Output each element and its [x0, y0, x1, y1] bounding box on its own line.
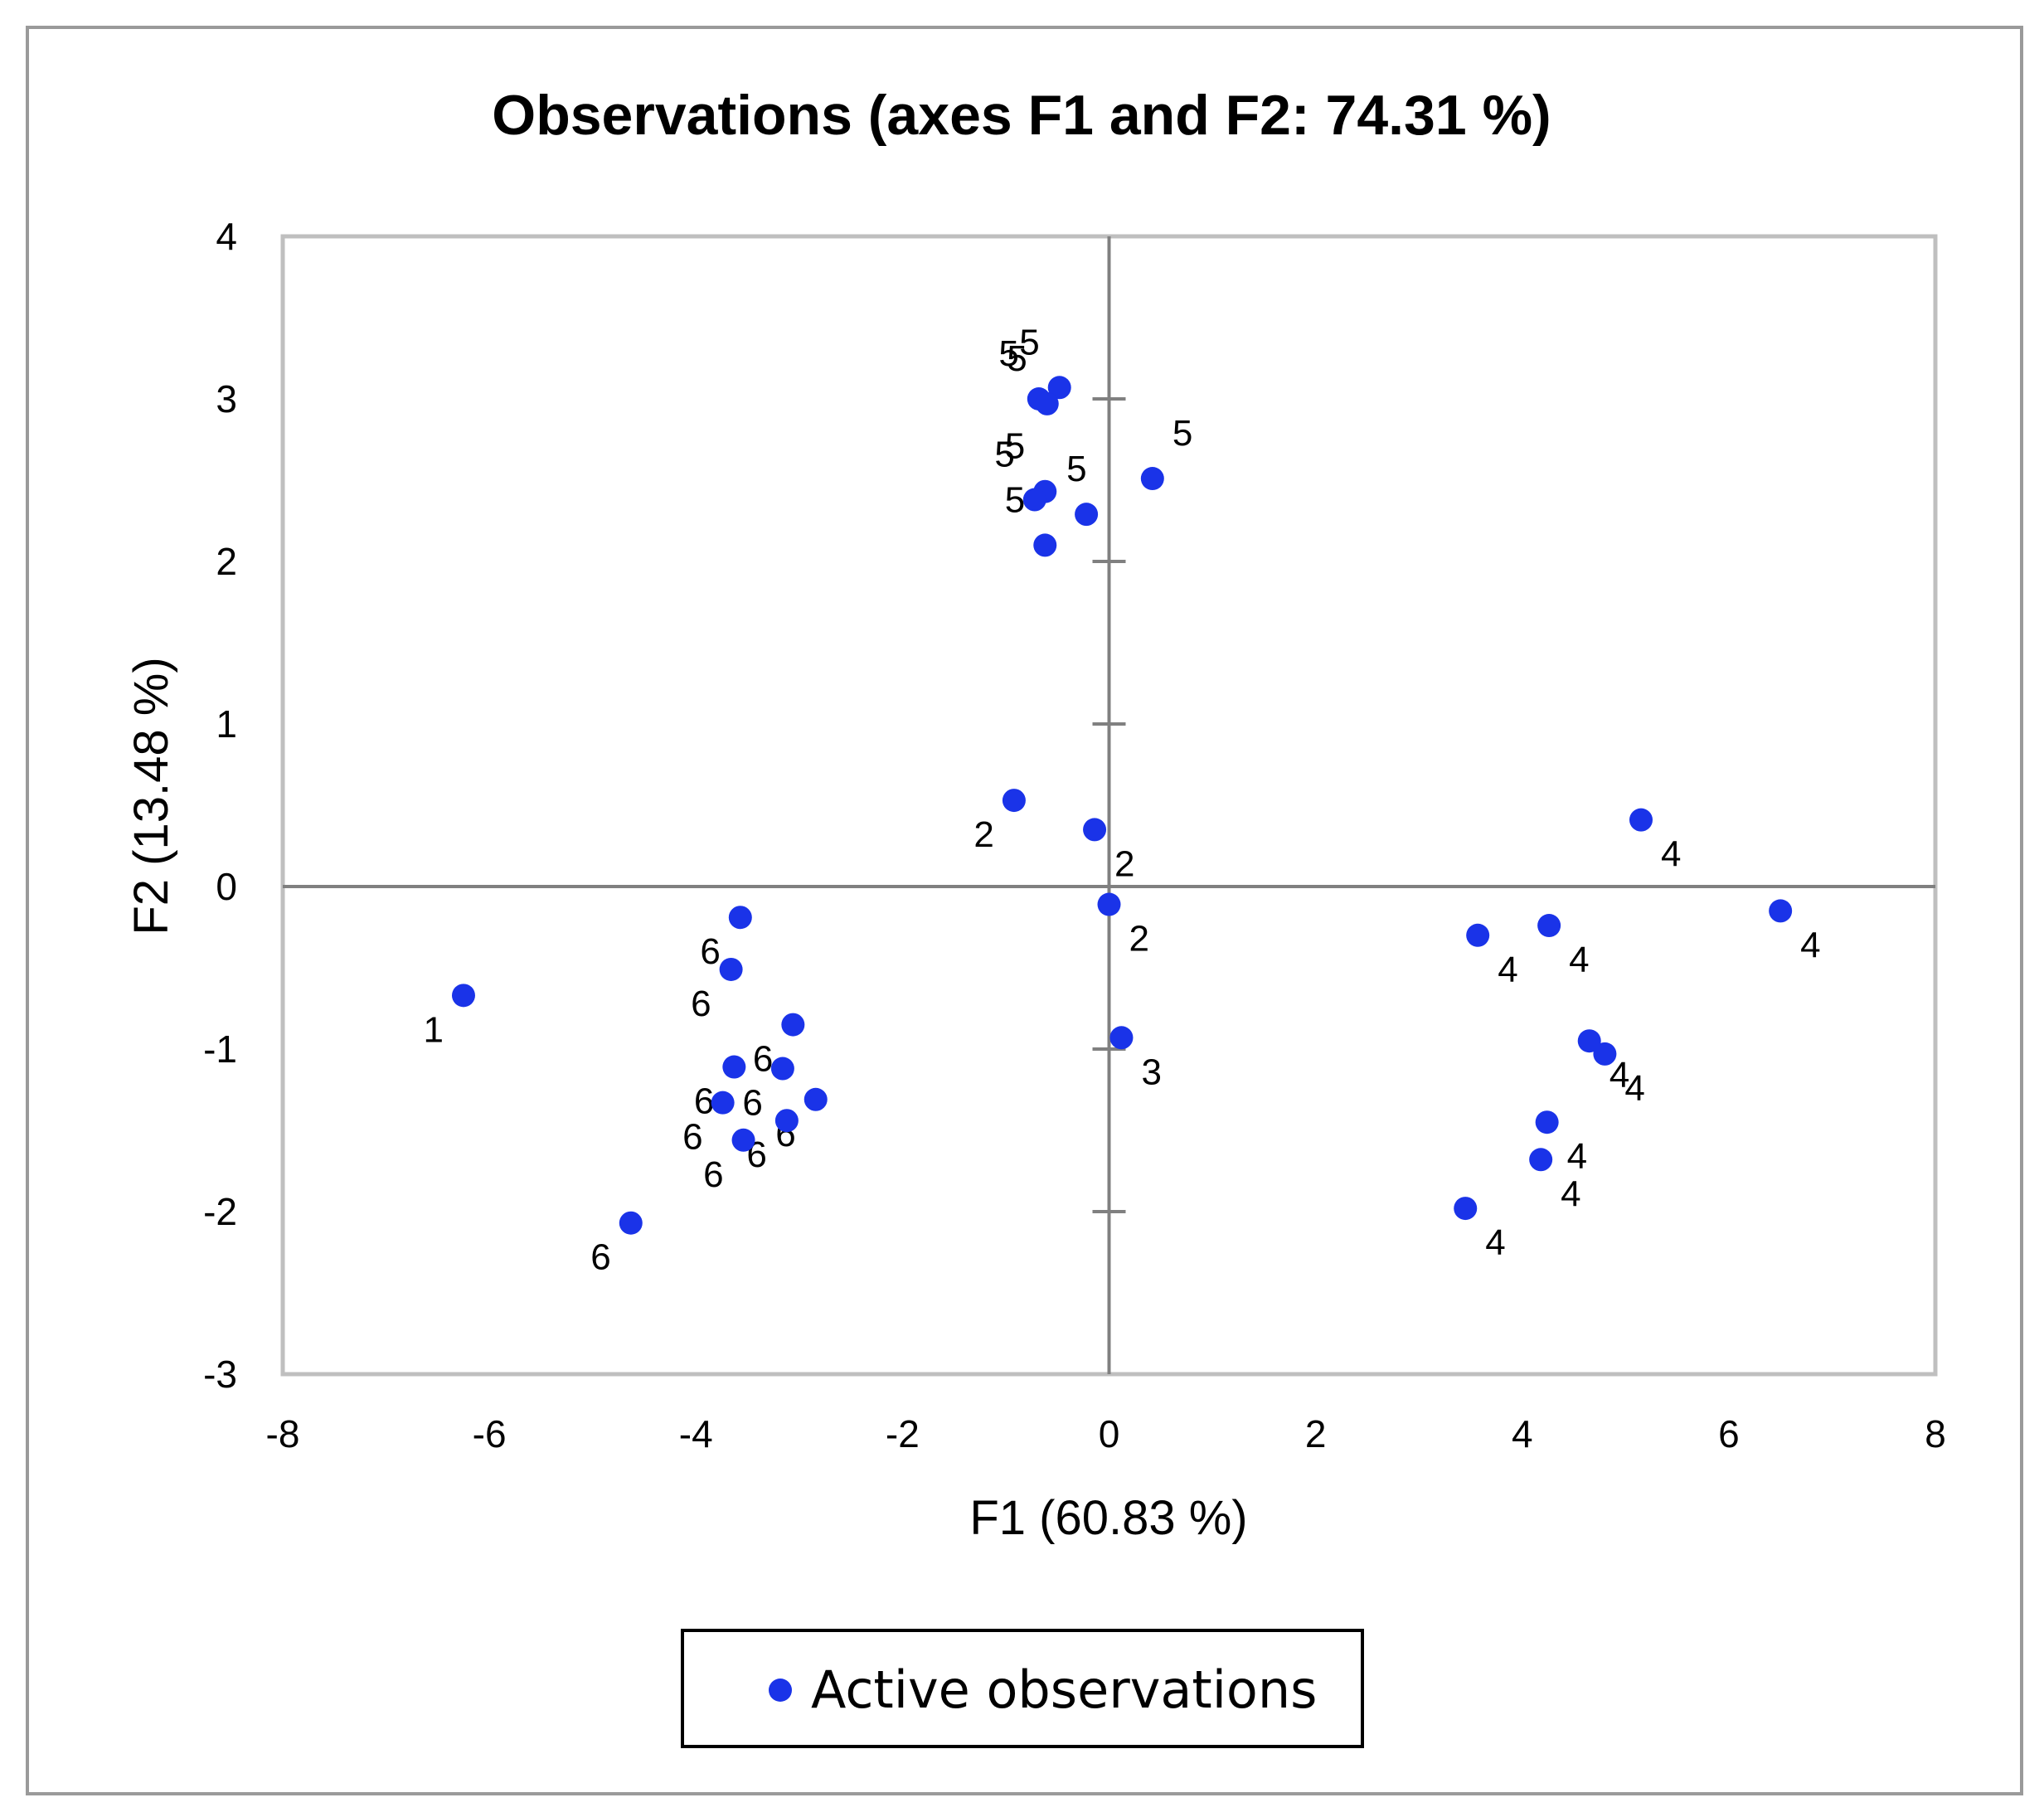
- data-point: [781, 1013, 805, 1037]
- y-tick-label: -1: [203, 1028, 237, 1071]
- point-label: 5: [1005, 479, 1025, 520]
- point-label: 6: [700, 931, 720, 972]
- data-point: [1109, 1026, 1134, 1050]
- legend-box: [681, 1629, 1364, 1748]
- data-point: [1140, 467, 1164, 491]
- data-point: [719, 957, 743, 981]
- point-label: 2: [1114, 843, 1134, 884]
- point-label: 5: [994, 435, 1014, 475]
- data-points: [451, 376, 1793, 1235]
- point-label: 5: [1005, 426, 1025, 467]
- y-tick-label: 4: [216, 215, 237, 258]
- point-label: 5: [998, 333, 1018, 374]
- y-tick-label: 1: [216, 702, 237, 746]
- point-label: 5: [1066, 449, 1086, 489]
- data-point: [1769, 899, 1793, 923]
- point-label: 5: [1019, 322, 1039, 362]
- point-label: 6: [703, 1154, 723, 1195]
- point-label: 6: [682, 1117, 702, 1158]
- x-tick-label: -2: [886, 1412, 920, 1455]
- point-label: 4: [1569, 940, 1589, 980]
- point-label: 1: [424, 1009, 444, 1050]
- data-point: [728, 906, 752, 930]
- data-point: [1097, 892, 1121, 916]
- point-label: 4: [1561, 1173, 1580, 1214]
- legend-label: Active observations: [811, 1659, 1317, 1720]
- data-point: [1047, 376, 1071, 400]
- x-tick-label: -8: [266, 1412, 300, 1455]
- data-point: [1033, 533, 1057, 557]
- point-label: 6: [691, 984, 711, 1024]
- data-point: [1537, 914, 1561, 938]
- data-point: [711, 1091, 735, 1115]
- point-label: 2: [1129, 919, 1149, 960]
- data-point: [722, 1055, 746, 1079]
- point-label: 6: [742, 1083, 762, 1124]
- x-axis-label: F1 (60.83 %): [969, 1491, 1247, 1545]
- data-point: [774, 1109, 799, 1133]
- point-label: 3: [1141, 1052, 1161, 1092]
- point-label: 4: [1498, 950, 1517, 990]
- y-tick-label: 0: [216, 865, 237, 908]
- data-point: [1035, 391, 1059, 415]
- x-tick-label: 8: [1925, 1412, 1946, 1455]
- point-label: 4: [1624, 1068, 1644, 1109]
- x-tick-label: -4: [679, 1412, 713, 1455]
- y-tick-label: -2: [203, 1190, 237, 1233]
- data-point: [1022, 488, 1046, 512]
- data-point: [1466, 923, 1490, 947]
- point-label: 4: [1661, 834, 1681, 875]
- x-tick-label: 4: [1512, 1412, 1533, 1455]
- point-label: 6: [753, 1039, 773, 1080]
- point-label: 6: [590, 1237, 610, 1278]
- point-label: 5: [1007, 338, 1027, 379]
- data-point: [1083, 818, 1107, 842]
- data-point: [1629, 808, 1653, 832]
- y-tick-label: 2: [216, 540, 237, 583]
- data-point: [804, 1087, 828, 1111]
- point-label: 5: [1173, 413, 1192, 454]
- legend-marker: [769, 1679, 792, 1702]
- chart-outer-border: [26, 26, 2023, 1795]
- x-tick-label: 0: [1099, 1412, 1120, 1455]
- x-tick-label: 2: [1305, 1412, 1327, 1455]
- data-point: [731, 1128, 755, 1152]
- data-point: [1075, 503, 1099, 527]
- point-label: 2: [973, 814, 993, 855]
- point-label: 6: [694, 1081, 714, 1122]
- y-tick-label: 3: [216, 377, 237, 420]
- data-point: [1593, 1042, 1617, 1066]
- data-point: [1002, 789, 1026, 813]
- point-label: 4: [1800, 925, 1820, 965]
- data-point: [1577, 1029, 1601, 1053]
- point-label: 4: [1485, 1222, 1505, 1263]
- data-point: [1529, 1148, 1553, 1172]
- point-label: 4: [1567, 1136, 1587, 1177]
- y-tick-label: -3: [203, 1353, 237, 1396]
- data-point: [1535, 1110, 1559, 1134]
- data-point: [770, 1057, 794, 1081]
- data-point: [619, 1211, 643, 1235]
- x-tick-label: 6: [1718, 1412, 1740, 1455]
- data-point: [1454, 1197, 1478, 1221]
- x-tick-label: -6: [473, 1412, 507, 1455]
- y-axis-label: F2 (13.48 %): [124, 657, 178, 935]
- data-point: [451, 984, 475, 1008]
- axis-ticks: -8 -6 -4 -2 0 2 4 6 8 -3 -2 -1 0 1 2 3 4: [203, 215, 1946, 1455]
- chart-title: Observations (axes F1 and F2: 74.31 %): [492, 84, 1551, 147]
- legend: Active observations: [681, 1629, 1364, 1748]
